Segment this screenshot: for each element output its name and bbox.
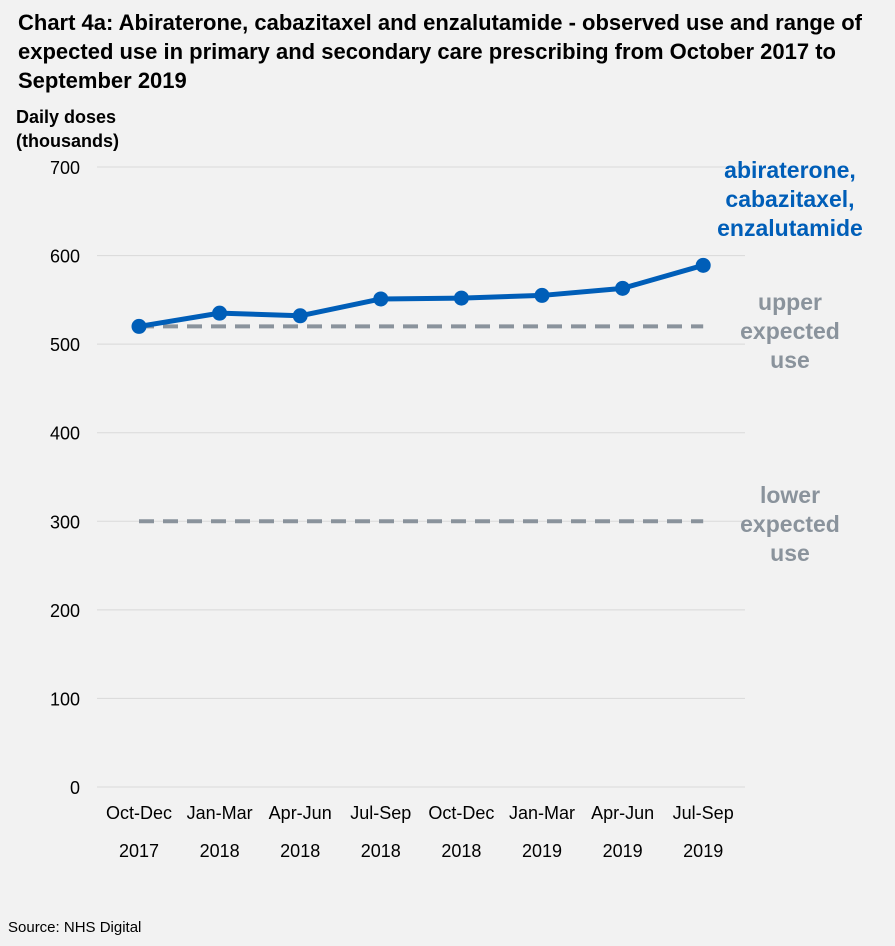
series-label-observed: abiraterone, [724,157,856,183]
series-label-observed: enzalutamide [717,215,863,241]
source-note: Source: NHS Digital [8,919,142,936]
y-tick-label: 500 [50,335,80,355]
x-tick-label: Jan-Mar [509,803,575,823]
series-labels: abiraterone, cabazitaxel, enzalutamide uppe… [717,157,863,566]
series-label-upper-expected: expected [740,318,840,344]
data-point-observed [373,291,389,307]
x-tick-label: Apr-Jun [591,803,654,823]
series-label-observed: cabazitaxel, [725,186,854,212]
y-axis-ticks: 0 100 200 300 400 500 600 700 [50,158,80,798]
x-tick-label: Jan-Mar [187,803,253,823]
y-axis-label-line: (thousands) [16,131,119,151]
y-axis-label-line: Daily doses [16,107,116,127]
series-lines [131,257,711,524]
x-tick-label: 2017 [119,841,159,861]
x-axis-ticks: Oct-Dec 2017 Jan-Mar 2018 Apr-Jun 2018 Jul-Sep… [106,803,734,861]
data-point-observed [212,305,228,321]
x-tick-label: 2019 [522,841,562,861]
x-tick-label: 2018 [200,841,240,861]
x-tick-label: 2018 [280,841,320,861]
series-label-upper-expected: upper [758,289,822,315]
series-label-upper-expected: use [770,347,810,373]
y-axis-label: Daily doses (thousands) [16,107,119,151]
series-label-lower-expected: expected [740,511,840,537]
gridlines [97,166,745,788]
x-tick-label: 2018 [361,841,401,861]
y-tick-label: 100 [50,689,80,709]
y-tick-label: 0 [70,778,80,798]
chart-title: Chart 4a: Abiraterone, cabazitaxel and e… [18,10,862,93]
y-tick-label: 400 [50,424,80,444]
x-tick-label: 2019 [683,841,723,861]
x-tick-label: Jul-Sep [350,803,411,823]
y-tick-label: 300 [50,512,80,532]
data-point-observed [695,257,711,273]
data-point-observed [131,318,147,334]
series-line-observed [138,262,704,329]
y-tick-label: 600 [50,247,80,267]
data-point-observed [292,308,308,324]
x-tick-label: 2018 [441,841,481,861]
data-point-observed [615,280,631,296]
data-point-observed [534,287,550,303]
y-tick-label: 700 [50,158,80,178]
x-tick-label: 2019 [603,841,643,861]
series-label-lower-expected: use [770,540,810,566]
series-label-lower-expected: lower [760,482,820,508]
y-tick-label: 200 [50,601,80,621]
x-tick-label: Jul-Sep [673,803,734,823]
x-tick-label: Oct-Dec [106,803,172,823]
data-point-observed [453,290,469,306]
x-tick-label: Apr-Jun [269,803,332,823]
x-tick-label: Oct-Dec [428,803,494,823]
